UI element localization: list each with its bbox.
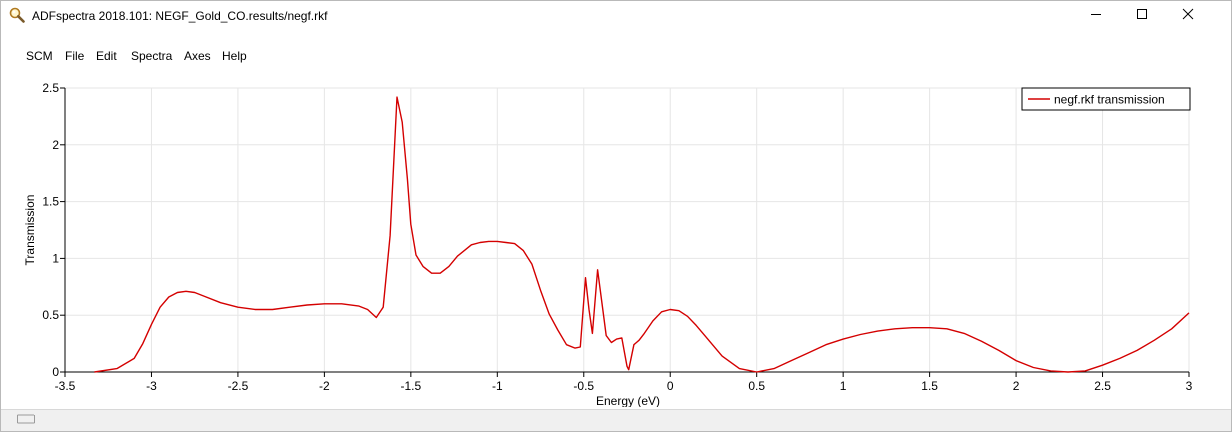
x-tick-label: 0.5 xyxy=(748,379,765,393)
spectrum-plot[interactable]: -3.5 -3 -2.5 -2 -1.5 -1 -0.5 0 0.5 1 1.5 2 2.5 3 0 0.5 1… xyxy=(1,67,1231,408)
status-strip xyxy=(1,409,1231,431)
menu-spectra[interactable]: Spectra xyxy=(131,49,173,63)
x-tick-label: -3 xyxy=(146,379,157,393)
maximize-icon xyxy=(1136,7,1148,25)
series-layer xyxy=(94,96,1190,373)
menu-scm[interactable]: SCM xyxy=(26,49,53,63)
magnifier-app-icon xyxy=(9,7,25,23)
series-line-transmission xyxy=(94,96,1190,373)
spectrum-chart[interactable]: -3.5 -3 -2.5 -2 -1.5 -1 -0.5 0 0.5 1 1.5 2 2.5 3 0 0.5 1… xyxy=(1,67,1231,408)
menu-edit[interactable]: Edit xyxy=(96,49,117,63)
minimize-icon xyxy=(1090,7,1102,25)
maximize-button[interactable] xyxy=(1119,1,1165,31)
legend: negf.rkf transmission xyxy=(1021,87,1191,111)
menu-file[interactable]: File xyxy=(65,49,85,63)
y-tick-label: 2 xyxy=(52,138,59,152)
menu-help[interactable]: Help xyxy=(222,49,247,63)
close-icon xyxy=(1182,7,1194,25)
x-tick-label: 3 xyxy=(1186,379,1193,393)
x-tick-label: -0.5 xyxy=(573,379,594,393)
x-tick-label: -1 xyxy=(492,379,503,393)
minimize-button[interactable] xyxy=(1073,1,1119,31)
y-tick-label: 1 xyxy=(52,251,59,265)
splitter-handle-icon[interactable] xyxy=(17,411,35,424)
x-tick-label: 2.5 xyxy=(1094,379,1111,393)
y-tick-label: 0.5 xyxy=(42,308,59,322)
legend-box xyxy=(1021,87,1191,111)
x-tick-label: -2.5 xyxy=(228,379,249,393)
tick-labels: -3.5 -3 -2.5 -2 -1.5 -1 -0.5 0 0.5 1 1.5 2 2.5 3 0 0.5 1… xyxy=(42,81,1192,393)
x-tick-label: -1.5 xyxy=(401,379,422,393)
x-tick-label: 0 xyxy=(667,379,674,393)
x-tick-label: -3.5 xyxy=(55,379,76,393)
y-axis-label: Transmission xyxy=(23,195,37,266)
x-axis-label: Energy (eV) xyxy=(596,394,660,407)
x-tick-label: 2 xyxy=(1013,379,1020,393)
close-button[interactable] xyxy=(1165,1,1211,31)
x-tick-label: -2 xyxy=(319,379,330,393)
menu-axes[interactable]: Axes xyxy=(184,49,211,63)
grid-lines xyxy=(64,87,1190,373)
x-tick-label: 1 xyxy=(840,379,847,393)
x-tick-label: 1.5 xyxy=(921,379,938,393)
y-tick-label: 2.5 xyxy=(42,81,59,95)
axes xyxy=(64,88,1189,373)
window-title: ADFspectra 2018.101: NEGF_Gold_CO.result… xyxy=(32,9,328,23)
legend-entry: negf.rkf transmission xyxy=(1054,93,1165,107)
y-tick-label: 1.5 xyxy=(42,195,59,209)
title-bar[interactable]: ADFspectra 2018.101: NEGF_Gold_CO.result… xyxy=(1,1,1231,31)
menu-bar: SCM File Edit Spectra Axes Help xyxy=(1,47,1231,67)
y-tick-label: 0 xyxy=(52,365,59,379)
